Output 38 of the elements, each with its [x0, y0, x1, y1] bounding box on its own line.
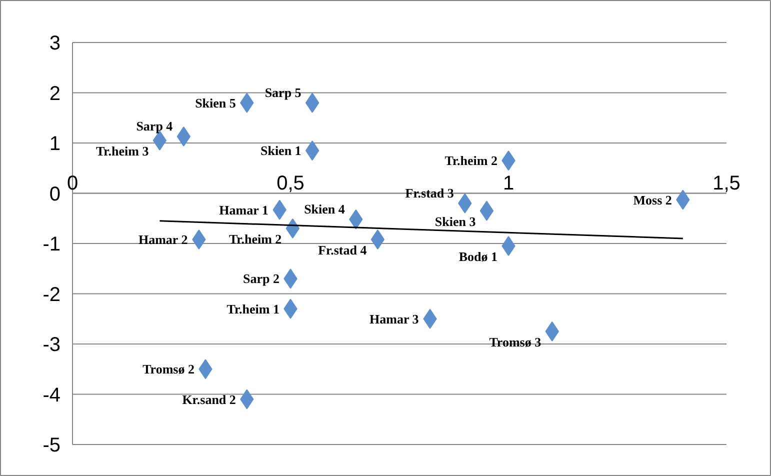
annotation: Sarp 2	[243, 271, 280, 286]
point	[176, 126, 191, 146]
annotation: Hamar 2	[138, 232, 188, 247]
annotation: Kr.sand 2	[182, 392, 236, 407]
annotation: Fr.stad 3	[405, 185, 454, 200]
y-tick-label: -5	[42, 434, 61, 456]
annotation: Skien 1	[260, 143, 302, 158]
point	[370, 229, 385, 250]
y-tick-label: -1	[42, 234, 61, 256]
annotation: Hamar 1	[219, 202, 268, 218]
annotation: Tr.heim 2	[228, 231, 282, 246]
annotation: Tr.heim 2	[444, 153, 498, 168]
point	[305, 92, 320, 113]
annotation: Skien 3	[434, 214, 476, 229]
annotation: Tromsø 2	[142, 362, 194, 377]
annotation: Skien 5	[195, 95, 236, 110]
point	[305, 140, 320, 161]
x-tick-label: 0	[66, 172, 78, 194]
annotation: Fr.stad 4	[318, 242, 368, 258]
y-tick-label: 3	[49, 32, 60, 54]
x-tick-label: 1	[502, 172, 514, 194]
y-tick-label: -3	[42, 334, 61, 356]
point	[480, 200, 494, 221]
x-tick-label: 0,5	[276, 172, 304, 194]
x-tick-label: 1,5	[712, 172, 740, 194]
annotation: Sarp 4	[136, 118, 174, 134]
y-tick-label: 1	[49, 133, 60, 155]
annotation: Hamar 3	[370, 311, 420, 326]
annotation: Bodø 1	[458, 249, 498, 264]
annotation: Sarp 5	[264, 84, 302, 100]
y-tick-label: -2	[42, 284, 61, 306]
annotation: Tromsø 3	[489, 334, 542, 350]
y-tick-label: -4	[42, 384, 61, 406]
annotation: Skien 4	[304, 201, 346, 216]
annotation: Moss 2	[633, 192, 672, 208]
annotation: Tr.heim 3	[96, 143, 150, 158]
y-tick-label: 2	[49, 82, 60, 105]
annotation: Tr.heim 1	[226, 301, 280, 316]
